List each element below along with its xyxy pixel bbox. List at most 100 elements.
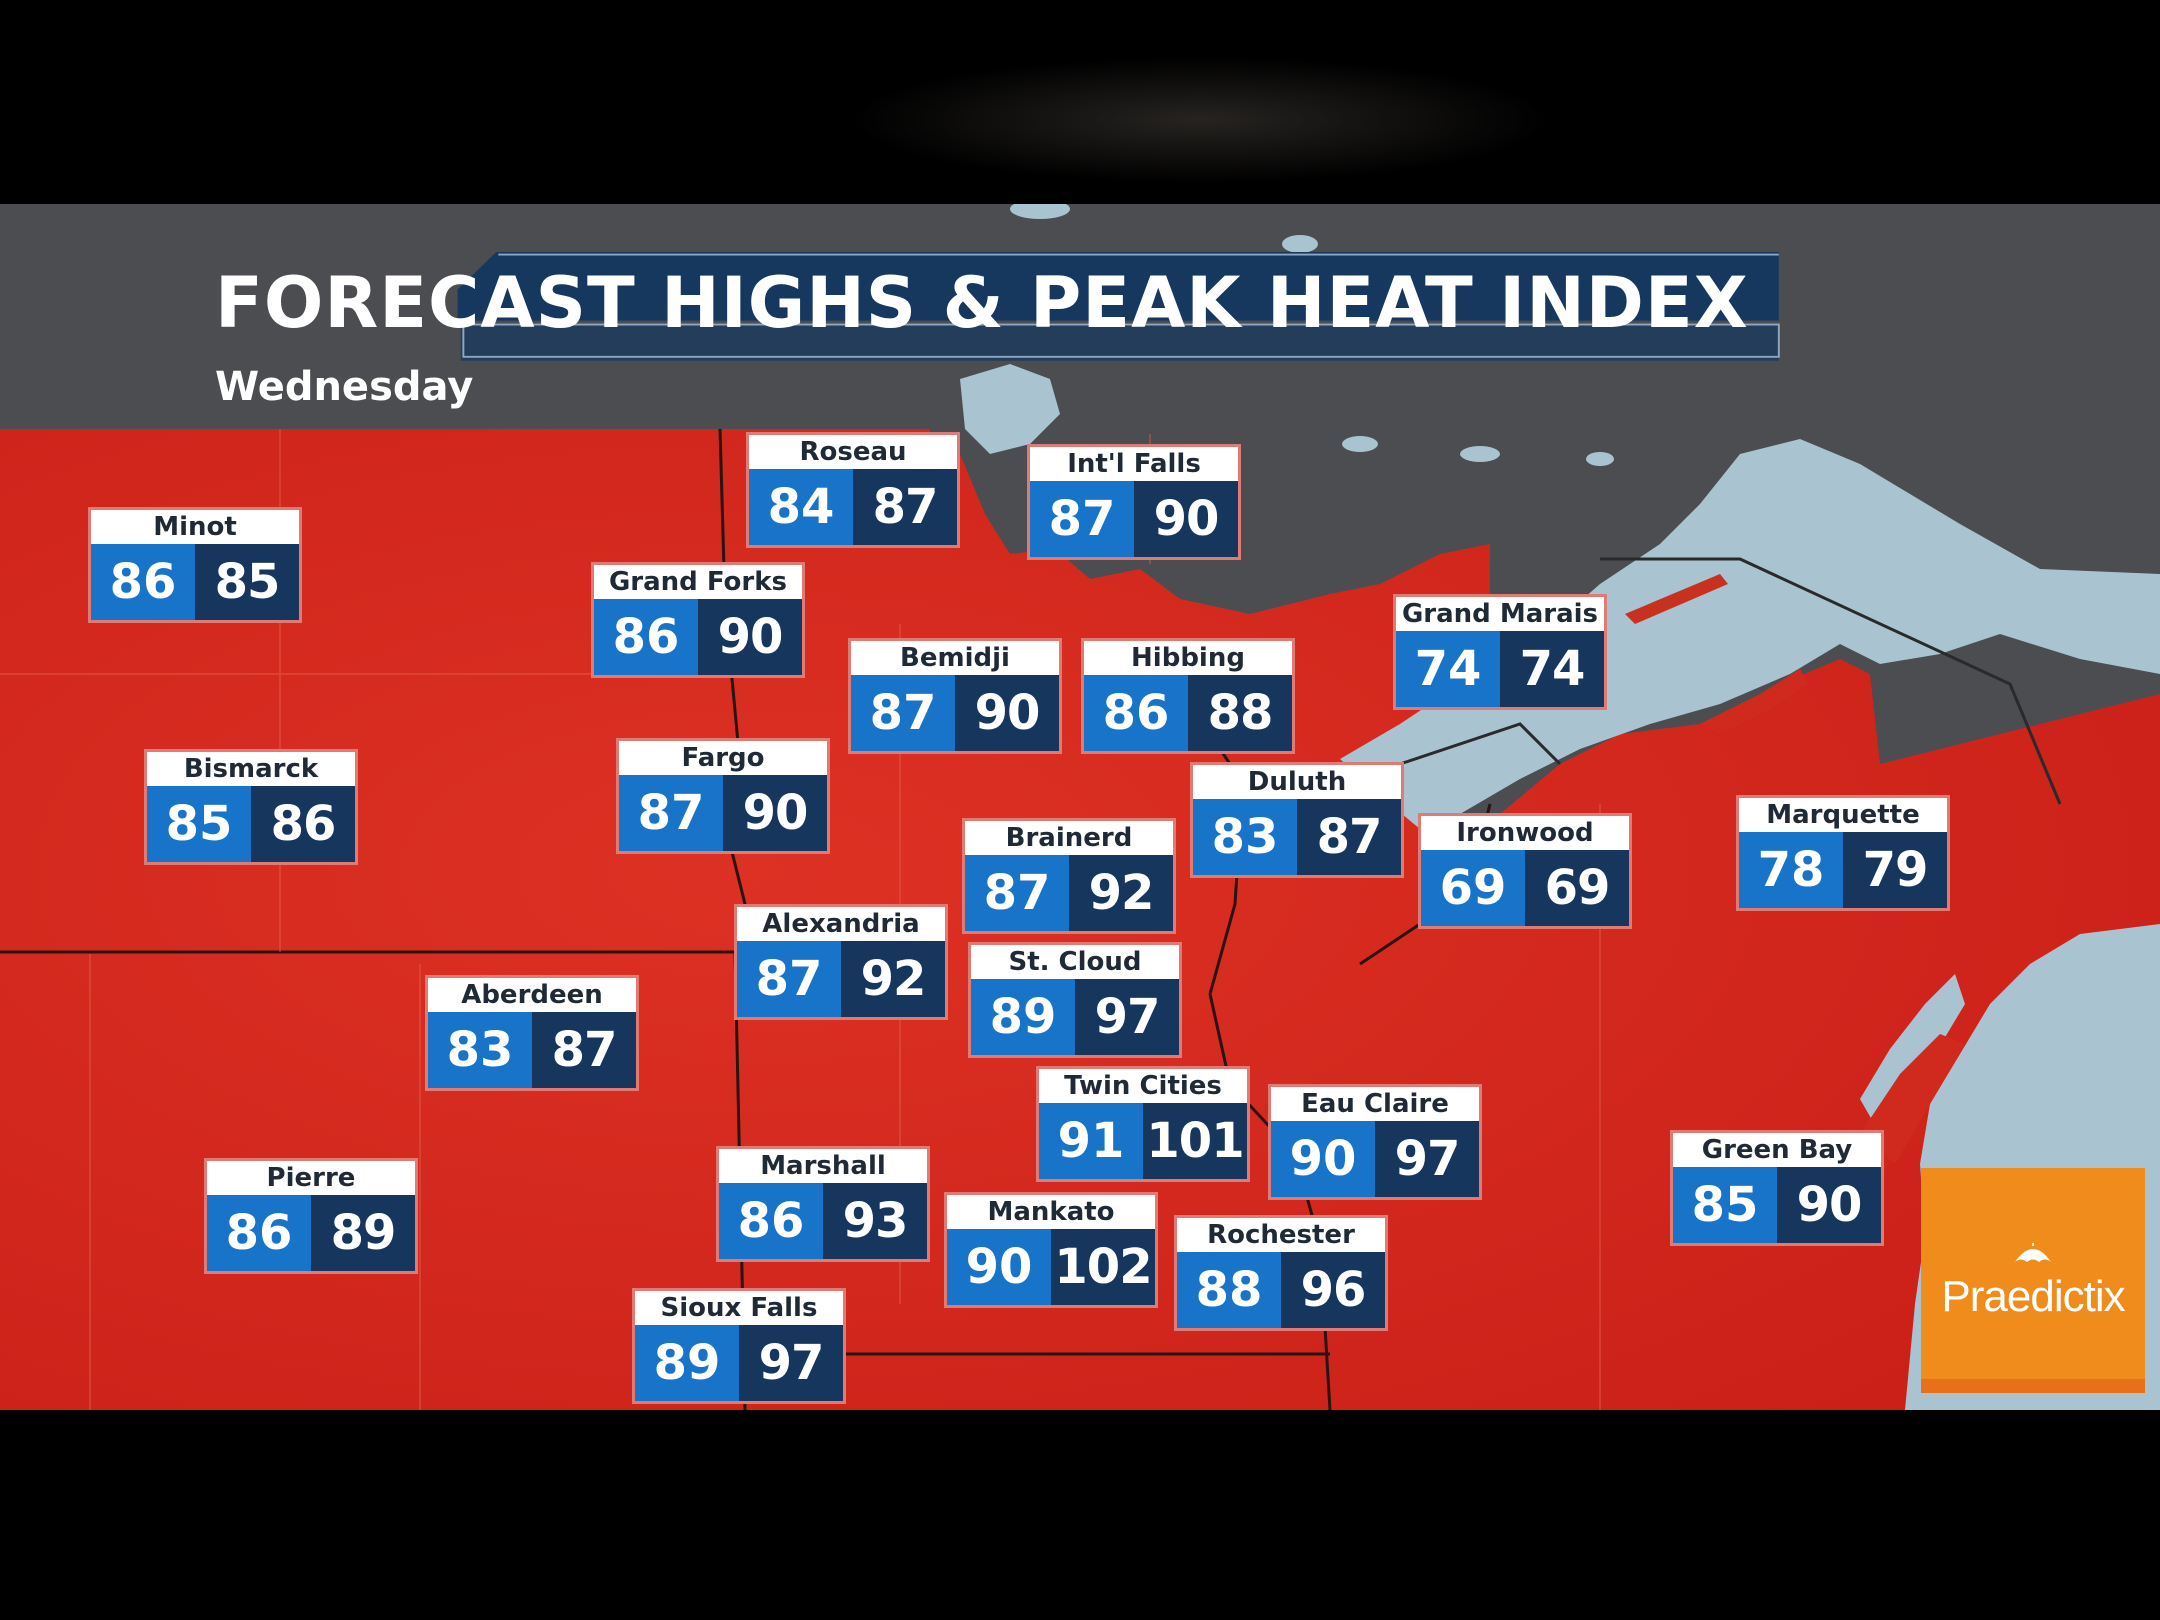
praedictix-logo: Praedictix (1921, 1168, 2145, 1393)
city-box-alexandria: Alexandria 87 92 (734, 904, 948, 1020)
city-box-marquette: Marquette 78 79 (1736, 795, 1950, 911)
high-temp: 89 (635, 1325, 739, 1401)
high-temp: 85 (147, 786, 251, 862)
heat-index: 102 (1051, 1229, 1155, 1305)
heat-index: 101 (1143, 1103, 1247, 1179)
page-title: FORECAST HIGHS & PEAK HEAT INDEX (215, 262, 1749, 344)
city-name: Green Bay (1673, 1133, 1881, 1167)
city-box-sioux-falls: Sioux Falls 89 97 (632, 1288, 846, 1404)
city-name: Int'l Falls (1030, 447, 1238, 481)
green-bay-water (1860, 974, 1965, 1134)
heat-index: 90 (723, 775, 827, 851)
high-temp: 86 (1084, 675, 1188, 751)
space-background-top (0, 0, 2160, 204)
high-temp: 69 (1421, 850, 1525, 926)
high-temp: 87 (619, 775, 723, 851)
umbrella-icon (2015, 1243, 2051, 1262)
city-name: St. Cloud (971, 945, 1179, 979)
high-temp: 91 (1039, 1103, 1143, 1179)
high-temp: 88 (1177, 1252, 1281, 1328)
city-box-eau-claire: Eau Claire 90 97 (1268, 1084, 1482, 1200)
city-box-aberdeen: Aberdeen 83 87 (425, 975, 639, 1091)
city-name: Alexandria (737, 907, 945, 941)
high-temp: 87 (965, 855, 1069, 931)
high-temp: 78 (1739, 832, 1843, 908)
heat-index: 88 (1188, 675, 1292, 751)
city-box-hibbing: Hibbing 86 88 (1081, 638, 1295, 754)
city-box-twin-cities: Twin Cities 91 101 (1036, 1066, 1250, 1182)
high-temp: 74 (1396, 631, 1500, 707)
lake-small-2 (1460, 446, 1500, 462)
city-box-mankato: Mankato 90 102 (944, 1192, 1158, 1308)
space-background-bottom (0, 1410, 2160, 1620)
lake-small-1 (1342, 436, 1378, 452)
heat-index: 92 (841, 941, 945, 1017)
high-temp: 90 (947, 1229, 1051, 1305)
heat-index: 97 (739, 1325, 843, 1401)
city-box-ironwood: Ironwood 69 69 (1418, 813, 1632, 929)
city-box-grand-marais: Grand Marais 74 74 (1393, 594, 1607, 710)
city-name: Fargo (619, 741, 827, 775)
city-box-rochester: Rochester 88 96 (1174, 1215, 1388, 1331)
city-name: Grand Forks (594, 565, 802, 599)
keweenaw-peninsula (1700, 669, 1808, 734)
city-name: Minot (91, 510, 299, 544)
city-box-duluth: Duluth 83 87 (1190, 762, 1404, 878)
city-box-bemidji: Bemidji 87 90 (848, 638, 1062, 754)
lake-of-the-woods (960, 364, 1060, 454)
city-name: Marshall (719, 1149, 927, 1183)
high-temp: 87 (851, 675, 955, 751)
city-box-marshall: Marshall 86 93 (716, 1146, 930, 1262)
city-box-minot: Minot 86 85 (88, 507, 302, 623)
lake-small-3 (1586, 452, 1614, 466)
heat-index: 90 (1777, 1167, 1881, 1243)
door-peninsula (1860, 1034, 1965, 1164)
heat-index: 74 (1500, 631, 1604, 707)
high-temp: 90 (1271, 1121, 1375, 1197)
city-box-pierre: Pierre 86 89 (204, 1158, 418, 1274)
isle-royale (1625, 574, 1728, 624)
high-temp: 86 (207, 1195, 311, 1271)
lake-small-4 (1010, 204, 1070, 219)
city-name: Bismarck (147, 752, 355, 786)
lake-superior (1340, 439, 2160, 829)
heat-index: 85 (195, 544, 299, 620)
heat-index: 90 (955, 675, 1059, 751)
city-name: Bemidji (851, 641, 1059, 675)
city-name: Eau Claire (1271, 1087, 1479, 1121)
city-box-fargo: Fargo 87 90 (616, 738, 830, 854)
city-name: Roseau (749, 435, 957, 469)
city-name: Mankato (947, 1195, 1155, 1229)
heat-index: 86 (251, 786, 355, 862)
high-temp: 86 (91, 544, 195, 620)
high-temp: 89 (971, 979, 1075, 1055)
city-name: Brainerd (965, 821, 1173, 855)
city-box-brainerd: Brainerd 87 92 (962, 818, 1176, 934)
heat-index: 87 (1297, 799, 1401, 875)
high-temp: 86 (594, 599, 698, 675)
city-box-st-cloud: St. Cloud 89 97 (968, 942, 1182, 1058)
high-temp: 85 (1673, 1167, 1777, 1243)
heat-index: 87 (853, 469, 957, 545)
heat-index: 93 (823, 1183, 927, 1259)
high-temp: 86 (719, 1183, 823, 1259)
high-temp: 87 (1030, 481, 1134, 557)
heat-index: 89 (311, 1195, 415, 1271)
city-name: Aberdeen (428, 978, 636, 1012)
heat-index: 97 (1075, 979, 1179, 1055)
city-name: Marquette (1739, 798, 1947, 832)
city-box-grand-forks: Grand Forks 86 90 (591, 562, 805, 678)
heat-index: 97 (1375, 1121, 1479, 1197)
city-name: Pierre (207, 1161, 415, 1195)
heat-index: 79 (1843, 832, 1947, 908)
high-temp: 84 (749, 469, 853, 545)
city-name: Duluth (1193, 765, 1401, 799)
heat-index: 96 (1281, 1252, 1385, 1328)
heat-index: 87 (532, 1012, 636, 1088)
title-banner (457, 252, 1780, 361)
high-temp: 87 (737, 941, 841, 1017)
day-subtitle: Wednesday (215, 364, 474, 410)
heat-index: 92 (1069, 855, 1173, 931)
high-temp: 83 (1193, 799, 1297, 875)
